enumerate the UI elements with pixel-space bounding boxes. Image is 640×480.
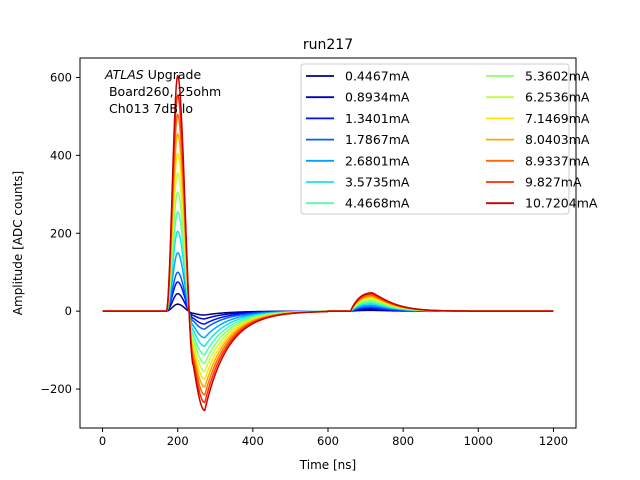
- annotation-line-1: ATLAS Upgrade: [104, 67, 201, 82]
- legend-label: 3.5735mA: [345, 175, 410, 190]
- chart-title: run217: [303, 37, 353, 53]
- legend-label: 9.827mA: [525, 175, 582, 190]
- legend-label: 10.7204mA: [525, 196, 598, 211]
- legend-label: 8.0403mA: [525, 132, 590, 147]
- x-tick-label: 800: [392, 434, 414, 448]
- x-tick-label: 0: [99, 434, 106, 448]
- series-line: [102, 74, 554, 412]
- annotation-line-3: Ch013 7dB lo: [105, 101, 193, 116]
- legend-box: [300, 63, 570, 215]
- y-axis-ticks: −200 0 200 400 600: [40, 70, 80, 396]
- legend-label: 2.6801mA: [345, 153, 410, 168]
- y-tick-label: −200: [40, 382, 72, 396]
- y-axis-label: Amplitude [ADC counts]: [11, 171, 25, 315]
- y-tick-label: 400: [50, 148, 72, 162]
- legend-label: 1.3401mA: [345, 111, 410, 126]
- x-axis-label: Time [ns]: [299, 458, 356, 472]
- x-axis-ticks: 0 200 400 600 800 1000 1200: [99, 428, 568, 448]
- series-layer: [102, 74, 554, 412]
- legend-label: 4.4668mA: [345, 196, 410, 211]
- legend-items: 0.4467mA 0.8934mA 1.3401mA 1.7867mA 2.6801mA…: [306, 69, 598, 211]
- x-tick-label: 1000: [464, 434, 493, 448]
- annotation-atlas: ATLAS: [104, 67, 144, 82]
- annotation-line-2: Board260, 25ohm: [105, 84, 221, 99]
- legend-label: 0.4467mA: [345, 69, 410, 84]
- legend-label: 8.9337mA: [525, 153, 590, 168]
- x-tick-label: 400: [242, 434, 264, 448]
- legend-label: 5.3602mA: [525, 69, 590, 84]
- x-tick-label: 600: [317, 434, 339, 448]
- legend-label: 6.2536mA: [525, 90, 590, 105]
- legend-label: 1.7867mA: [345, 132, 410, 147]
- legend-label: 0.8934mA: [345, 90, 410, 105]
- y-tick-label: 0: [65, 304, 72, 318]
- legend: 0.4467mA 0.8934mA 1.3401mA 1.7867mA 2.6801mA…: [300, 63, 598, 215]
- annotation-upgrade: Upgrade: [144, 67, 202, 82]
- x-tick-label: 200: [167, 434, 189, 448]
- atlas-annotation: ATLAS Upgrade Board260, 25ohm Ch013 7dB …: [104, 67, 221, 116]
- y-tick-label: 200: [50, 226, 72, 240]
- x-tick-label: 1200: [539, 434, 568, 448]
- y-tick-label: 600: [50, 70, 72, 84]
- legend-label: 7.1469mA: [525, 111, 590, 126]
